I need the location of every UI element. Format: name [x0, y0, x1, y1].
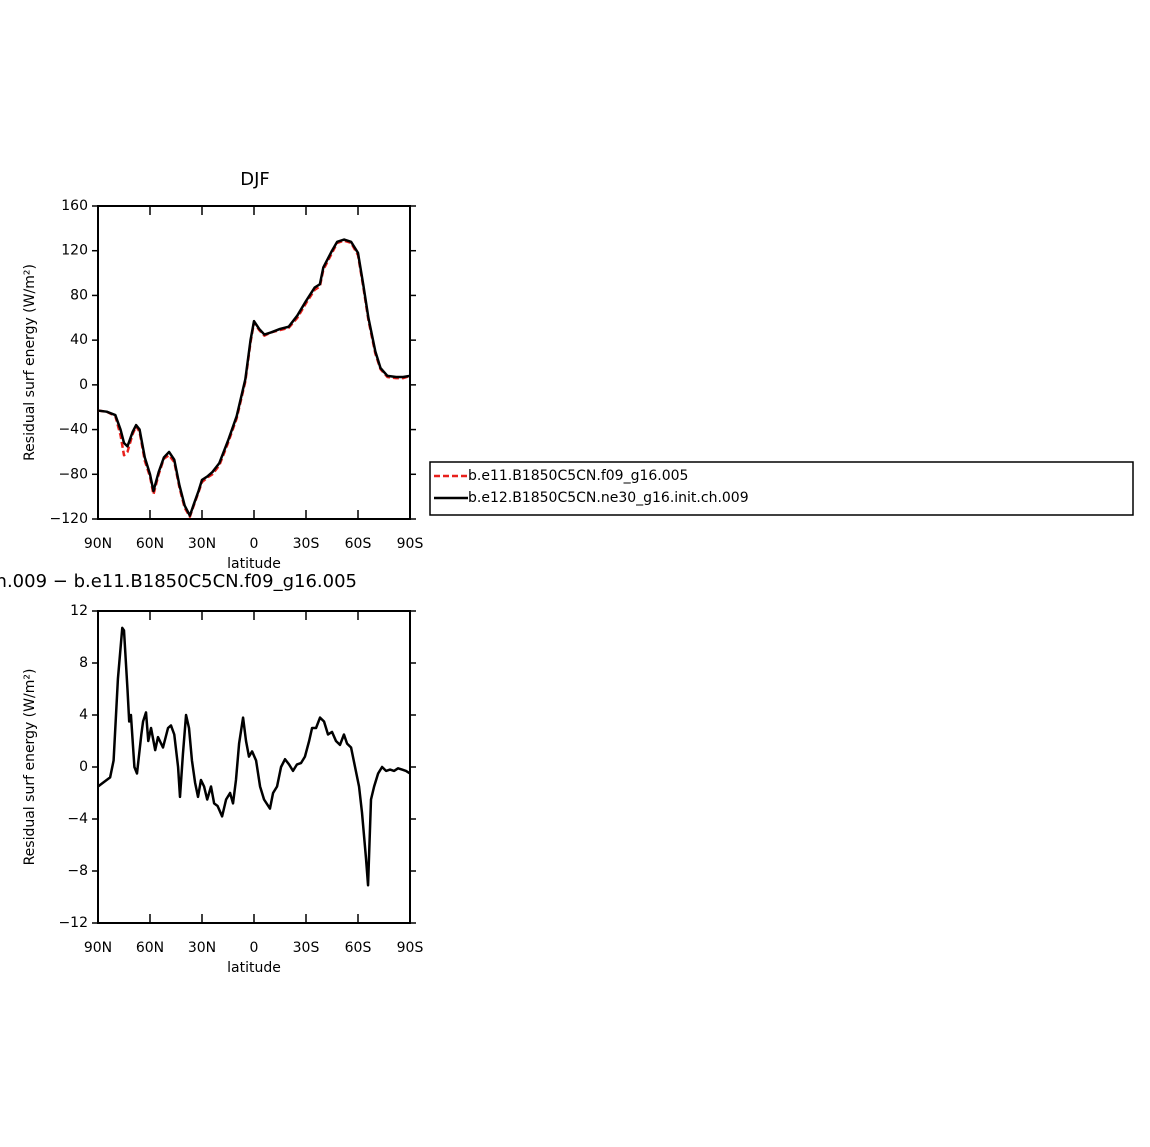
x-tick-label: 0 [250, 940, 259, 956]
plot-frame [97, 610, 411, 924]
x-tick-label: 90S [397, 536, 424, 552]
y-axis-label: Residual surf energy (W/m²) [22, 264, 38, 461]
plot-frame [97, 205, 411, 520]
y-tick-label: 0 [79, 759, 88, 775]
y-tick-label: −40 [58, 422, 88, 438]
x-tick-label: 30S [293, 536, 320, 552]
x-tick-label: 30N [188, 940, 216, 956]
legend-box [429, 461, 1134, 516]
y-axis-label: Residual surf energy (W/m²) [22, 669, 38, 866]
y-tick-label: 0 [79, 377, 88, 393]
legend-label: b.e12.B1850C5CN.ne30_g16.init.ch.009 [468, 490, 749, 506]
x-tick-label: 60N [136, 536, 164, 552]
y-tick-label: 120 [61, 243, 88, 259]
y-tick-label: −12 [58, 915, 88, 931]
x-tick-label: 90S [397, 940, 424, 956]
y-tick-label: −4 [67, 811, 88, 827]
x-tick-label: 0 [250, 536, 259, 552]
y-tick-label: −8 [67, 863, 88, 879]
y-tick-label: 40 [70, 332, 88, 348]
legend-label: b.e11.B1850C5CN.f09_g16.005 [468, 468, 688, 484]
y-tick-label: 8 [79, 655, 88, 671]
y-tick-label: −80 [58, 466, 88, 482]
chart-title: b.e12.B1850C5CN.ne30_g16.init.ch.009 − b… [0, 571, 357, 592]
x-tick-label: 90N [84, 536, 112, 552]
y-tick-label: 160 [61, 198, 88, 214]
series-line [97, 626, 411, 887]
x-tick-label: 60S [345, 536, 372, 552]
y-tick-label: −120 [50, 511, 88, 527]
x-tick-label: 30S [293, 940, 320, 956]
x-tick-label: 30N [188, 536, 216, 552]
x-tick-label: 60N [136, 940, 164, 956]
y-tick-label: 4 [79, 707, 88, 723]
x-tick-label: 90N [84, 940, 112, 956]
y-tick-label: 12 [70, 603, 88, 619]
x-axis-label: latitude [227, 556, 281, 572]
chart-title: DJF [240, 169, 270, 190]
x-axis-label: latitude [227, 960, 281, 976]
series-line [97, 238, 411, 517]
y-tick-label: 80 [70, 287, 88, 303]
x-tick-label: 60S [345, 940, 372, 956]
